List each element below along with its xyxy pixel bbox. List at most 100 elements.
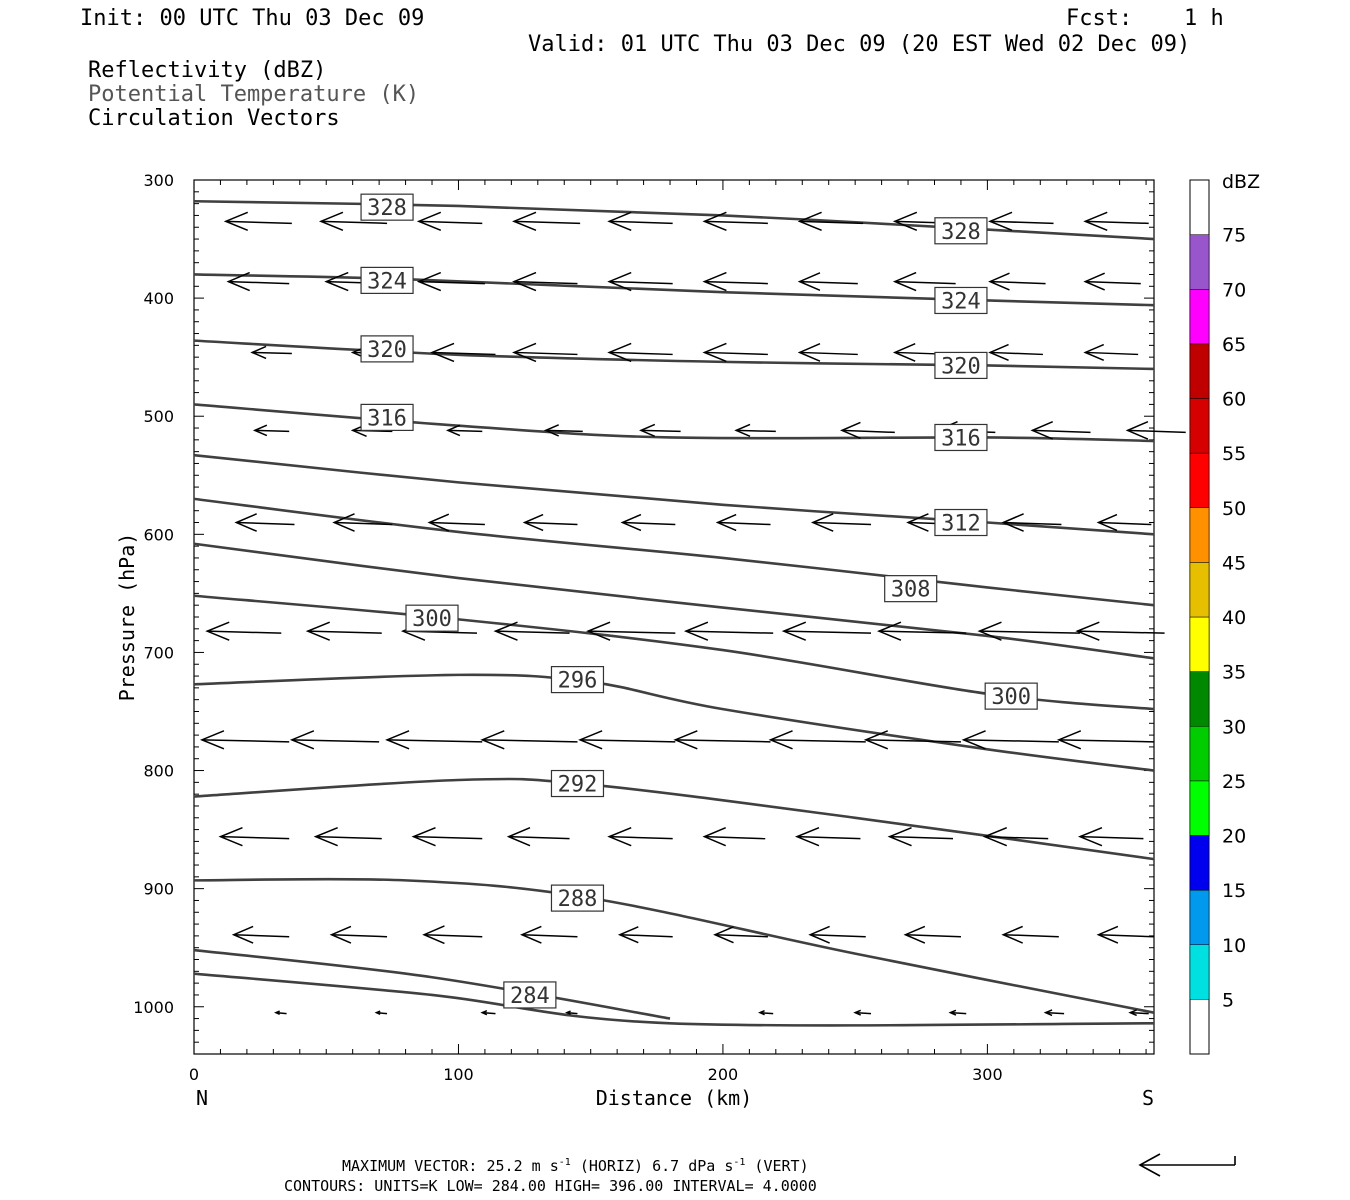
circulation-vector (963, 739, 1059, 743)
circulation-vector-head (231, 925, 254, 944)
colorbar-segment (1189, 835, 1210, 891)
colorbar-segment (1189, 562, 1210, 618)
circulation-vector (1085, 351, 1139, 356)
circulation-vector (855, 1011, 872, 1015)
contour-label: 284 (510, 984, 550, 1009)
circulation-vector-head (522, 513, 544, 532)
circulation-vector (225, 220, 292, 225)
circulation-vector (783, 630, 872, 634)
colorbar-segment (1189, 780, 1210, 836)
circulation-vector (979, 630, 1080, 634)
circulation-vector (424, 933, 483, 938)
circulation-vector-head (713, 926, 734, 944)
circulation-vector (609, 835, 673, 840)
theta-contour-280 (193, 972, 1155, 1027)
circulation-vector-head (768, 730, 793, 750)
circulation-vector-head (234, 513, 257, 532)
circulation-vector-head (1083, 343, 1105, 362)
circulation-vector-head (1001, 925, 1023, 944)
circulation-vector (252, 351, 292, 355)
circulation-vector-head (876, 621, 902, 641)
circulation-vectors (199, 211, 1186, 1017)
y-tick-label: 800 (143, 762, 174, 781)
circulation-vector-head (199, 730, 225, 750)
y-tick-labels: 300 400 500 600 700 800 900 1000 (133, 171, 174, 1017)
circulation-vector (704, 835, 766, 840)
circulation-vector-head (1083, 272, 1105, 291)
circulation-vector-head (1096, 925, 1119, 944)
contour-label: 324 (941, 289, 981, 314)
circulation-vector-head (416, 271, 442, 292)
circulation-vector (1085, 280, 1141, 285)
contour-label: 308 (891, 578, 931, 603)
contour-label-box (550, 665, 605, 694)
circulation-vector-head (1077, 826, 1103, 847)
theta-contour-312 (193, 453, 1155, 536)
x-tick-label: 300 (972, 1065, 1003, 1084)
colorbar-tick-label: 10 (1222, 935, 1246, 957)
circulation-vector-head (324, 271, 349, 292)
colorbar-segment (1189, 234, 1210, 290)
circulation-vector-head (422, 925, 445, 945)
circulation-vector-head (430, 342, 455, 363)
theta-contour-324 (193, 273, 1155, 307)
circulation-vector (714, 933, 768, 938)
colorbar-tick-label: 30 (1222, 716, 1246, 738)
contour-label-box (934, 217, 988, 245)
circulation-vector (521, 933, 578, 938)
colorbar-title: dBZ (1222, 171, 1260, 193)
colorbar-segment (1189, 289, 1210, 345)
circulation-vector (1058, 739, 1155, 743)
contour-label-box (360, 266, 414, 294)
circulation-vector-head (607, 342, 632, 363)
circulation-vector-head (1056, 730, 1082, 750)
theta-contour-304 (193, 542, 1155, 660)
circulation-vector (1098, 521, 1152, 526)
circulation-vector-head (702, 342, 727, 363)
circulation-vector-head (948, 1009, 957, 1016)
circulation-vector-head (318, 211, 344, 232)
circulation-vector (580, 739, 676, 743)
circulation-vector-head (683, 621, 709, 641)
colorbar-tick-label: 70 (1222, 279, 1246, 301)
y-axis-label: Pressure (hPa) (115, 533, 139, 702)
circulation-vector-head (512, 271, 537, 292)
circulation-vector (291, 739, 380, 743)
contour-label-box (984, 682, 1038, 710)
circulation-vector (640, 429, 681, 433)
contour-label-box (360, 193, 414, 221)
contour-label: 292 (558, 773, 598, 798)
contours-note: CONTOURS: UNITS=K LOW= 284.00 HIGH= 396.… (284, 1177, 817, 1195)
colorbar-tick-label: 25 (1222, 771, 1246, 793)
circulation-vector-head (797, 211, 822, 232)
circulation-vector-head (840, 421, 861, 440)
circulation-vector (865, 739, 961, 743)
circulation-vector (1085, 220, 1149, 225)
circulation-vector-head (1096, 513, 1118, 532)
colorbar-segment (1189, 616, 1210, 672)
circulation-vector-head (853, 1009, 862, 1016)
theta-contours (193, 199, 1155, 1027)
contour-label: 324 (367, 269, 407, 294)
circulation-vector-head (305, 621, 331, 641)
circulation-vector (1079, 835, 1144, 840)
circulation-vector (233, 933, 290, 938)
circulation-vector-head (543, 424, 559, 437)
circulation-vector-head (411, 826, 436, 847)
circulation-vector-head (794, 826, 820, 847)
forecast-hour-value: 1 h (1184, 6, 1224, 31)
circulation-vector (513, 280, 578, 285)
circulation-vector-head (506, 826, 531, 847)
colorbar-segment (1189, 944, 1210, 1000)
colorbar-tick-label: 50 (1222, 498, 1246, 520)
circulation-vector-head (906, 513, 929, 532)
circulation-vector (1098, 933, 1155, 938)
circulation-vector (418, 280, 485, 285)
colorbar-tick-label: 35 (1222, 662, 1246, 684)
legend-reflectivity: Reflectivity (dBZ) (88, 58, 326, 83)
circulation-vector (812, 521, 872, 526)
colorbar-tick-label: 5 (1222, 989, 1234, 1011)
theta-contour-320 (193, 339, 1155, 371)
circulation-vector (990, 280, 1046, 285)
circulation-vector-head (863, 730, 889, 750)
